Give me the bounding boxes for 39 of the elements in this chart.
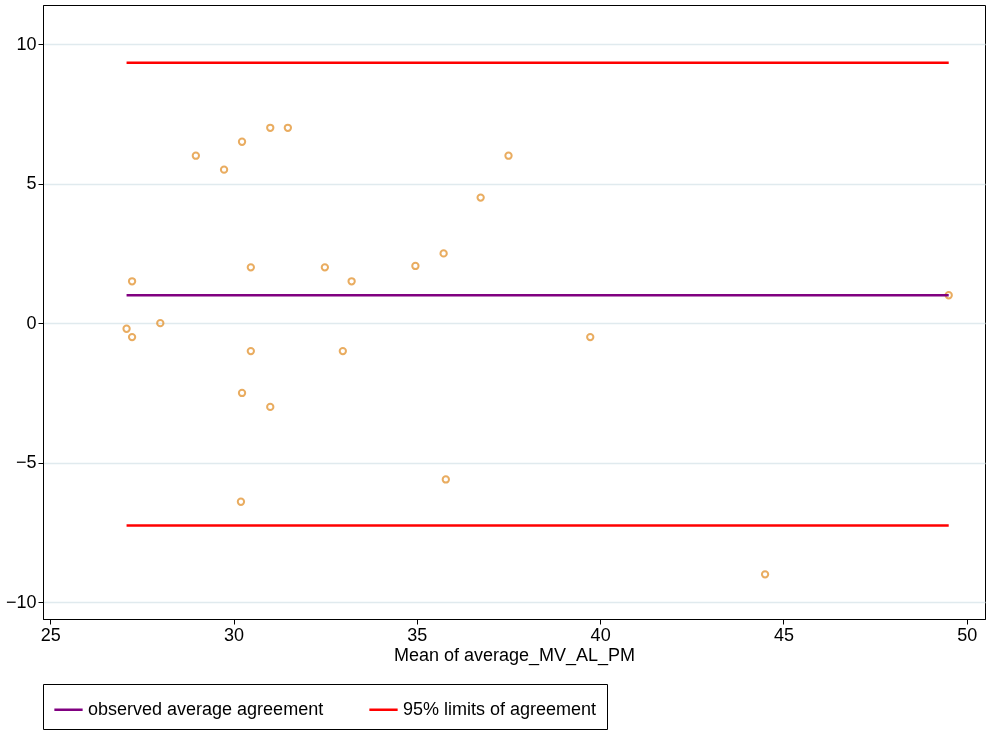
point (246, 346, 255, 356)
point (127, 277, 137, 286)
point (236, 497, 246, 506)
y-tick-label: −5 (15, 452, 37, 473)
point (191, 151, 201, 160)
legend-label: 95% limits of agreement (403, 698, 597, 719)
legend-label: observed average agreement (88, 698, 324, 719)
point (347, 277, 356, 286)
point (246, 263, 255, 272)
x-tick-label: 25 (40, 624, 61, 645)
point (760, 570, 770, 579)
point (156, 319, 165, 328)
point (320, 263, 330, 272)
point (237, 388, 247, 398)
point (127, 332, 137, 342)
point (219, 165, 229, 174)
point (441, 475, 450, 484)
point (411, 261, 420, 271)
y-tick-label: 10 (16, 33, 37, 54)
point (283, 123, 293, 132)
point (237, 137, 247, 146)
point (586, 332, 595, 342)
point (944, 291, 953, 300)
x-tick-label: 45 (773, 624, 794, 645)
x-axis-title: Mean of average_MV_AL_PM (393, 644, 636, 666)
x-tick-label: 50 (957, 624, 978, 645)
point (122, 324, 131, 333)
point (266, 123, 275, 132)
x-tick-label: 40 (590, 624, 611, 645)
point (266, 402, 275, 412)
y-tick-label: 0 (26, 312, 37, 333)
y-tick-label: 5 (26, 173, 37, 194)
x-tick-label: 35 (407, 624, 428, 645)
y-tick-label: −10 (5, 591, 37, 612)
x-tick-label: 30 (224, 624, 245, 645)
point (338, 346, 347, 356)
point (504, 151, 513, 160)
point (476, 193, 485, 202)
point (439, 249, 448, 258)
